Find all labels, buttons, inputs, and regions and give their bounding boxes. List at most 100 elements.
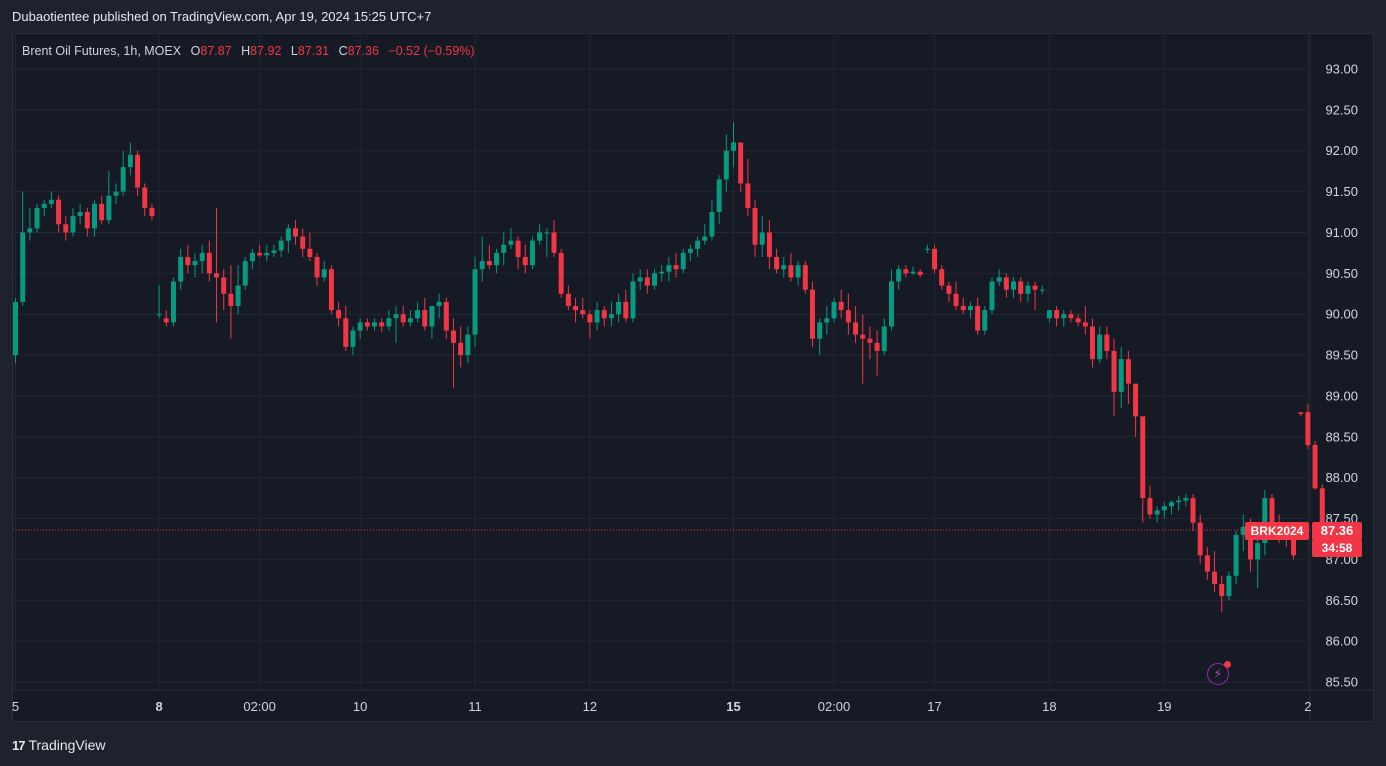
candle-body bbox=[27, 228, 33, 233]
candle-body bbox=[989, 281, 995, 311]
candle-body bbox=[458, 342, 464, 356]
candle-body bbox=[1233, 534, 1239, 576]
brand-name: TradingView bbox=[28, 737, 106, 753]
candle-body bbox=[975, 306, 981, 331]
candle-body bbox=[752, 207, 758, 245]
candle-body bbox=[120, 167, 126, 192]
candles bbox=[13, 122, 1325, 613]
candle-body bbox=[982, 310, 988, 331]
candle-body bbox=[594, 310, 600, 323]
candle-body bbox=[745, 183, 751, 208]
candle-body bbox=[687, 248, 693, 253]
candle-body bbox=[422, 310, 428, 327]
change-value: −0.52 (−0.59%) bbox=[388, 44, 475, 58]
candle-body bbox=[774, 256, 780, 270]
candle-body bbox=[314, 256, 320, 278]
candle-body bbox=[486, 261, 492, 266]
time-tick-label: 02:00 bbox=[243, 699, 276, 714]
candle-body bbox=[917, 271, 923, 275]
candle-body bbox=[644, 277, 650, 286]
candle-body bbox=[731, 142, 736, 151]
candle-body bbox=[608, 314, 614, 319]
close-value: 87.36 bbox=[347, 44, 379, 58]
lightning-alert-icon[interactable]: ⚡ bbox=[1207, 661, 1231, 685]
time-tick-label: 15 bbox=[726, 699, 740, 714]
candle-body bbox=[472, 269, 478, 335]
candle-body bbox=[1097, 334, 1103, 360]
candle-body bbox=[946, 285, 952, 294]
candle-body bbox=[1247, 526, 1253, 560]
candle-body bbox=[788, 265, 794, 278]
candle-body bbox=[565, 293, 571, 307]
candle-body bbox=[249, 252, 255, 262]
price-tick-label: 86.00 bbox=[1325, 634, 1358, 649]
price-tick-label: 91.00 bbox=[1325, 225, 1358, 240]
time-tick-label: 11 bbox=[468, 699, 482, 714]
price-tick-label: 92.50 bbox=[1325, 102, 1358, 117]
candle-body bbox=[336, 310, 342, 319]
candle-body bbox=[1154, 510, 1160, 515]
candle-body bbox=[860, 334, 866, 339]
candle-body bbox=[285, 228, 291, 241]
candle-body bbox=[824, 318, 830, 323]
candle-body bbox=[494, 252, 500, 266]
price-tick-label: 88.50 bbox=[1325, 429, 1358, 444]
candle-body bbox=[652, 273, 658, 286]
candle-body bbox=[127, 154, 133, 168]
candle-body bbox=[896, 269, 902, 282]
candle-body bbox=[321, 269, 327, 278]
candle-body bbox=[221, 277, 227, 294]
chart-pane[interactable] bbox=[12, 33, 1374, 722]
candle-body bbox=[1319, 488, 1325, 530]
publish-info: Dubaotientee published on TradingView.co… bbox=[12, 9, 432, 24]
open-value: 87.87 bbox=[200, 44, 232, 58]
time-tick-label: 17 bbox=[927, 699, 941, 714]
price-tick-label: 90.00 bbox=[1325, 307, 1358, 322]
candle-body bbox=[1176, 500, 1182, 503]
candle-body bbox=[235, 285, 241, 307]
candle-body bbox=[580, 310, 586, 315]
candle-body bbox=[1262, 498, 1268, 544]
candle-body bbox=[637, 277, 643, 282]
candle-body bbox=[84, 212, 90, 229]
candle-body bbox=[831, 301, 837, 319]
price-tick-label: 89.50 bbox=[1325, 348, 1358, 363]
candle-body bbox=[515, 240, 521, 257]
candle-body bbox=[529, 240, 535, 266]
candle-body bbox=[573, 306, 579, 311]
candle-body bbox=[364, 322, 370, 327]
candle-body bbox=[695, 240, 701, 249]
symbol-price-tag: BRK2024 bbox=[1245, 522, 1309, 540]
tradingview-brand[interactable]: 17 TradingView bbox=[12, 737, 106, 753]
candle-body bbox=[379, 322, 385, 327]
price-tick-label: 89.00 bbox=[1325, 388, 1358, 403]
candle-body bbox=[228, 293, 234, 307]
candle-body bbox=[1054, 310, 1060, 319]
candle-body bbox=[214, 273, 220, 278]
time-tick-label: 5 bbox=[12, 699, 19, 714]
candle-body bbox=[1011, 281, 1017, 290]
high-key: H bbox=[241, 44, 251, 58]
candle-body bbox=[1147, 498, 1153, 515]
candle-body bbox=[1161, 506, 1167, 511]
candle-body bbox=[163, 318, 169, 323]
candle-body bbox=[1111, 350, 1117, 392]
candle-body bbox=[508, 240, 514, 245]
candle-body bbox=[13, 301, 18, 356]
candle-body bbox=[501, 244, 507, 253]
candle-body bbox=[630, 281, 636, 319]
candle-body bbox=[1298, 412, 1304, 414]
candle-body bbox=[709, 212, 715, 237]
candle-body bbox=[601, 310, 607, 319]
candle-body bbox=[1032, 285, 1038, 290]
candle-body bbox=[1168, 502, 1174, 507]
candle-body bbox=[63, 224, 69, 233]
candle-body bbox=[881, 326, 887, 351]
price-tick-label: 90.50 bbox=[1325, 266, 1358, 281]
close-key: C bbox=[338, 44, 348, 58]
high-value: 87.92 bbox=[250, 44, 282, 58]
candle-body bbox=[996, 277, 1002, 282]
symbol-legend: Brent Oil Futures, 1h, MOEX O87.87 H87.9… bbox=[22, 44, 475, 58]
candle-body bbox=[242, 261, 248, 286]
